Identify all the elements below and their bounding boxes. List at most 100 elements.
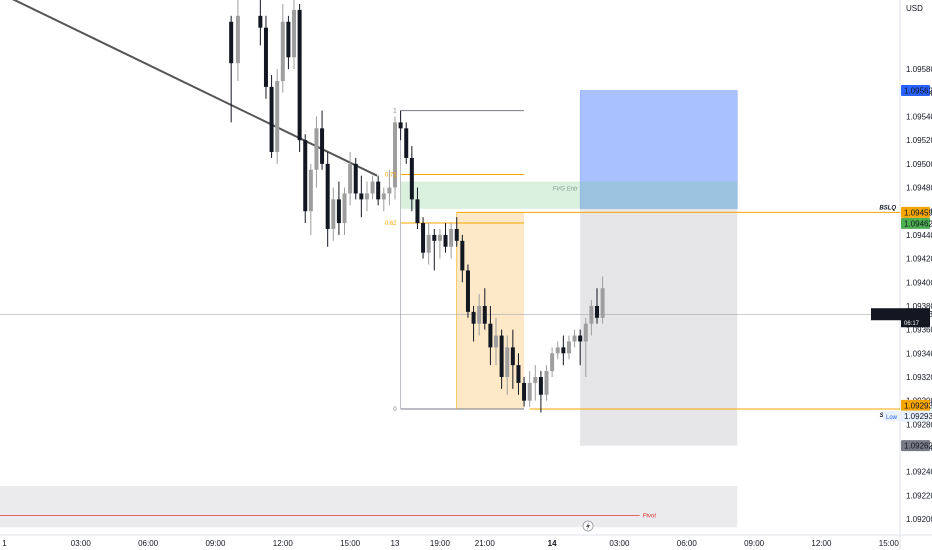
candle[interactable] [589,300,594,336]
candle-body [566,341,571,354]
candle[interactable] [527,371,532,407]
candle[interactable] [314,116,319,188]
time-tick-label: 14 [548,539,557,548]
candle[interactable] [393,116,398,200]
drawing-zones[interactable] [0,90,738,528]
candle[interactable] [398,110,403,141]
axis-price-tag-text: 1.09462 [904,219,932,228]
candle[interactable] [235,0,240,81]
candle[interactable] [544,365,549,401]
axis-price-tag-bg [901,84,930,96]
candle[interactable] [292,0,297,70]
candle-body [488,323,493,348]
candle[interactable] [499,329,504,389]
candle[interactable] [538,371,543,413]
candlesticks[interactable] [229,0,605,413]
axis-price-tag: 1.09462 [901,217,932,229]
candle[interactable] [331,187,336,241]
candle[interactable] [578,329,583,366]
candle[interactable] [353,157,358,200]
candle[interactable] [510,329,515,389]
candle[interactable] [426,223,431,265]
candle-body [516,365,521,383]
drawing-lines[interactable] [0,0,900,516]
candle-body [465,270,470,312]
candle[interactable] [409,146,414,212]
candle[interactable] [494,317,499,366]
time-axis[interactable]: 1 03:00 06:00 09:00 12:00 15:00 13 19:00 21:00 14… [2,520,899,548]
candle[interactable] [263,15,268,99]
axis-price-tag-bg [901,410,930,422]
candle[interactable] [595,288,600,324]
fvg-zone[interactable] [400,181,738,209]
time-tick-label: 1 [2,539,7,548]
candle[interactable] [325,152,330,247]
candle-body [336,199,341,224]
fib-level-label: 0.62 [385,221,397,227]
axis-price-tag-text: 1.09293 [904,412,932,421]
candle[interactable] [308,163,313,235]
candle[interactable] [275,69,280,164]
candle[interactable] [280,4,285,93]
low-tag: Low [883,411,901,422]
candle[interactable] [421,217,426,259]
price-tags: 1.095621.094591.094621.092931.092931.092… [871,84,932,452]
time-tick-label: 13 [391,539,400,548]
countdown-text: 06:17 [904,321,920,327]
candle[interactable] [229,15,234,123]
candle-body [409,157,414,200]
candle[interactable] [432,228,437,271]
candle[interactable] [342,187,347,235]
candle[interactable] [359,175,364,218]
pivot-zone[interactable] [0,485,738,528]
candle[interactable] [600,276,605,324]
price-tick-label: 1.09440 [906,231,932,240]
candle[interactable] [437,228,442,259]
long-position-stop-zone[interactable] [580,208,738,446]
candle-body [538,376,543,395]
candle[interactable] [477,294,482,336]
candle[interactable] [572,329,577,348]
candle[interactable] [460,234,465,283]
candle[interactable] [258,0,263,46]
lightning-icon[interactable] [582,520,594,532]
candle[interactable] [550,347,555,377]
candle[interactable] [336,181,341,235]
candle[interactable] [522,376,527,407]
candle[interactable] [286,15,291,70]
candle[interactable] [533,365,538,401]
candle[interactable] [566,335,571,360]
candle[interactable] [465,264,470,318]
candle[interactable] [443,223,448,253]
candle[interactable] [297,4,302,153]
candle[interactable] [516,353,521,395]
candle[interactable] [555,341,560,360]
candle-body [421,223,426,253]
candle-body [527,382,532,401]
candle[interactable] [376,175,381,206]
candle[interactable] [404,122,409,164]
candle[interactable] [303,134,308,224]
candle[interactable] [488,305,493,366]
candle[interactable] [482,288,487,330]
candle[interactable] [471,305,476,342]
currency-label: USD [906,4,923,13]
candle[interactable] [387,169,392,206]
candle[interactable] [320,110,325,170]
candle[interactable] [370,175,375,200]
candle[interactable] [381,187,386,212]
fib-level-label: 0.71 [385,173,397,179]
candle[interactable] [561,335,566,366]
candle[interactable] [269,75,274,158]
candle[interactable] [583,317,588,377]
long-position-target-zone[interactable] [579,90,738,210]
candle[interactable] [454,217,459,247]
candle[interactable] [415,187,420,229]
candle[interactable] [449,223,454,259]
axis-price-tag-text: 1.09562 [904,86,932,95]
candle[interactable] [505,335,510,395]
candle[interactable] [364,181,369,212]
candle[interactable] [348,152,353,206]
